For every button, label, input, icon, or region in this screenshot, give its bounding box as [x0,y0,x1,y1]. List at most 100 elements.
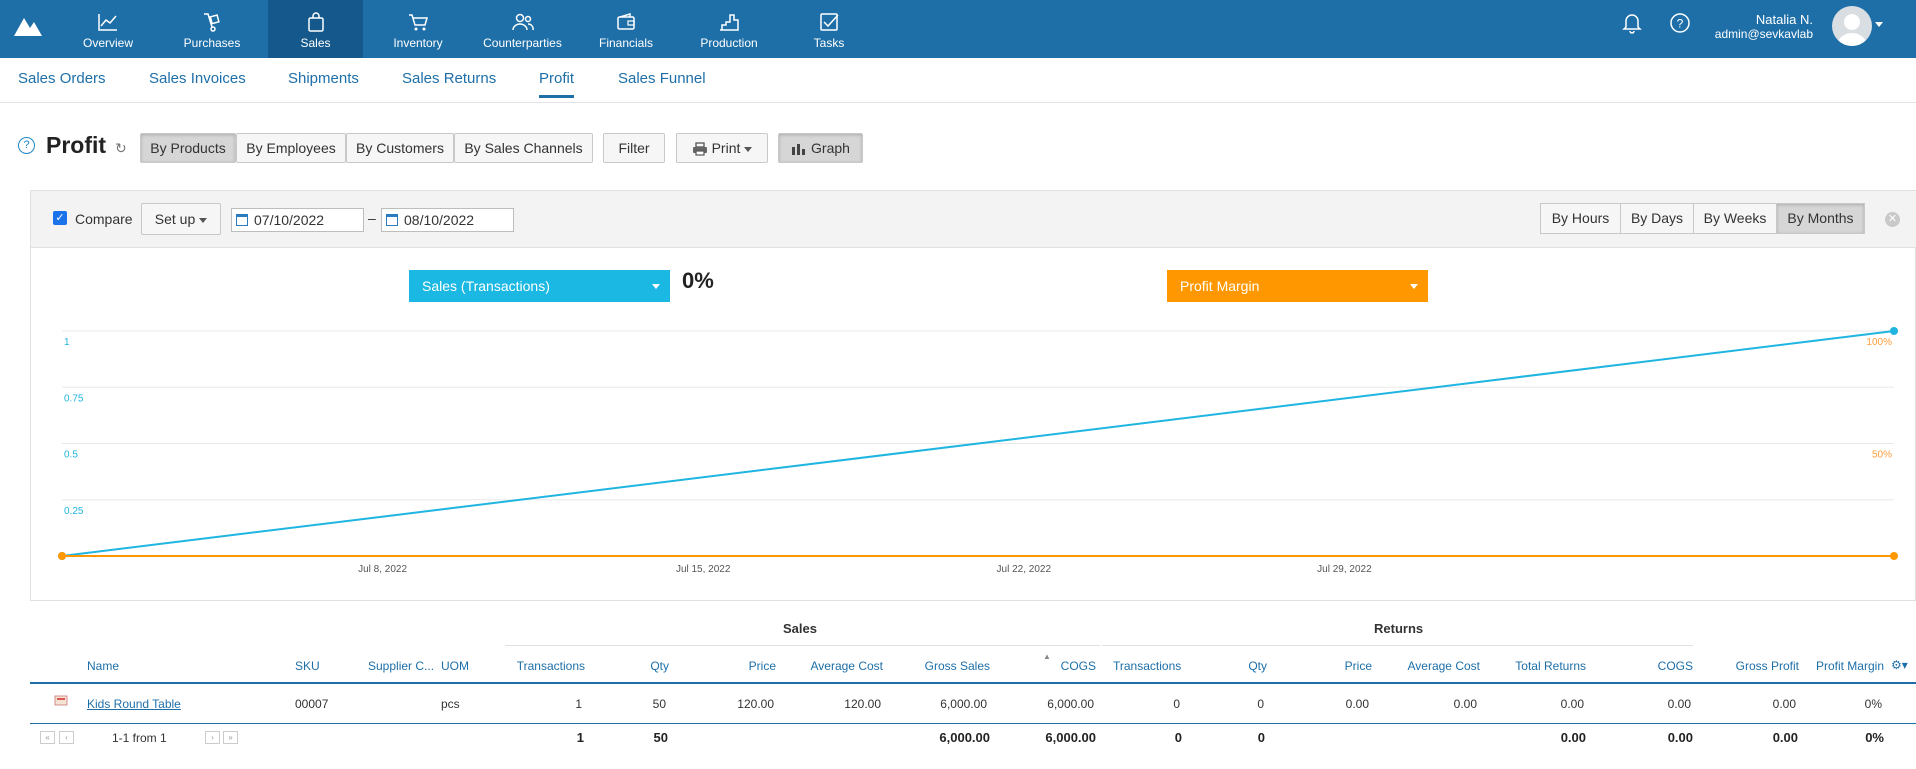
app-logo[interactable] [12,14,44,43]
column-header-uom[interactable]: UOM [441,659,469,673]
compare-checkbox[interactable]: ✓ [53,211,67,225]
nav-purchases[interactable]: Purchases [165,0,259,58]
cell-gross-sales: 6,000.00 [940,697,987,711]
cell-sales-price: 120.00 [737,697,774,711]
column-header-sales-price[interactable]: Price [748,659,776,673]
calendar-icon[interactable] [236,214,248,226]
total-sales-transactions: 1 [576,730,584,745]
total-returns-transactions: 0 [1174,730,1182,745]
nav-tasks[interactable]: Tasks [782,0,876,58]
factory-icon [720,14,739,31]
cell-gross-profit: 0.00 [1772,697,1796,711]
nav-production[interactable]: Production [682,0,776,58]
cart-icon [409,14,428,31]
column-header-profit-margin[interactable]: Profit Margin [1815,659,1884,673]
x-tick-label: Jul 15, 2022 [676,564,731,575]
tab-sales-invoices[interactable]: Sales Invoices [149,70,246,87]
column-header-gross-sales[interactable]: Gross Sales [924,659,990,673]
nav-tasks-label: Tasks [813,36,845,50]
sort-asc-icon[interactable]: ▲ [1043,652,1051,661]
page-title: Profit [46,132,107,158]
divider [1102,645,1693,646]
column-header-returns-qty[interactable]: Qty [1248,659,1267,673]
date-from-input[interactable]: 07/10/2022 [231,208,364,232]
by-products-button[interactable]: By Products [140,133,236,163]
nav-overview[interactable]: Overview [61,0,155,58]
tab-sales-funnel[interactable]: Sales Funnel [618,70,706,87]
sales-group-header: Sales [783,621,817,636]
column-header-supplier-code[interactable]: Supplier C... [368,659,435,673]
column-header-returns-price[interactable]: Price [1344,659,1372,673]
tab-shipments[interactable]: Shipments [288,70,359,87]
product-name-link[interactable]: Kids Round Table [87,697,181,711]
by-sales-channels-button[interactable]: By Sales Channels [454,133,593,163]
x-tick-label: Jul 8, 2022 [358,564,407,575]
column-settings-icon[interactable]: ⚙▾ [1891,658,1908,672]
table-footer-divider [30,723,1916,724]
by-hours-button[interactable]: By Hours [1540,203,1621,234]
setup-dropdown[interactable]: Set up [141,203,221,235]
tab-sales-returns[interactable]: Sales Returns [402,70,497,87]
column-header-sales-cogs[interactable]: COGS [1060,659,1096,673]
chevron-down-icon [652,284,660,289]
nav-production-label: Production [700,36,758,50]
column-header-gross-profit[interactable]: Gross Profit [1735,659,1799,673]
divider [505,645,1100,646]
by-customers-button[interactable]: By Customers [346,133,454,163]
nav-counterparties[interactable]: Counterparties [475,0,570,58]
cell-total-returns: 0.00 [1560,697,1584,711]
calendar-icon[interactable] [386,214,398,226]
question-icon[interactable]: ? [18,137,35,154]
prev-page-button[interactable]: ‹ [59,731,74,744]
column-header-total-returns[interactable]: Total Returns [1515,659,1586,673]
cell-uom: pcs [441,697,460,711]
bell-icon[interactable] [1622,12,1642,39]
close-icon[interactable]: ✕ [1885,212,1900,227]
print-button[interactable]: Print [676,133,768,163]
column-header-name[interactable]: Name [87,659,120,673]
series-point-1 [58,552,66,560]
column-header-sales-qty[interactable]: Qty [650,659,669,673]
user-name: Natalia N. [1755,12,1813,27]
column-header-returns-cogs[interactable]: COGS [1657,659,1693,673]
next-page-button[interactable]: › [205,731,220,744]
y-left-tick-label: 0.5 [64,450,78,461]
column-header-returns-transactions[interactable]: Transactions [1113,659,1182,673]
cell-profit-margin: 0% [1864,697,1882,711]
column-header-sales-transactions[interactable]: Transactions [516,659,585,673]
last-page-button[interactable]: » [223,731,238,744]
nav-inventory[interactable]: Inventory [371,0,465,58]
cell-returns-transactions: 0 [1173,697,1180,711]
svg-text:?: ? [1677,17,1684,31]
cell-returns-cogs: 0.00 [1667,697,1691,711]
returns-group-header: Returns [1374,621,1424,636]
metric-left-label: Sales (Transactions) [422,278,550,294]
metric-left-dropdown[interactable]: Sales (Transactions) [409,270,670,302]
y-right-tick-label: 50% [1872,450,1892,461]
metric-right-dropdown[interactable]: Profit Margin [1167,270,1428,302]
date-separator: – [368,210,376,226]
avatar[interactable] [1832,6,1872,46]
by-employees-button[interactable]: By Employees [236,133,346,163]
nav-financials[interactable]: Financials [579,0,673,58]
cell-returns-average-cost: 0.00 [1453,697,1477,711]
total-total-returns: 0.00 [1560,730,1586,745]
date-to-input[interactable]: 08/10/2022 [381,208,514,232]
metric-left-value: 0% [682,268,714,293]
nav-sales[interactable]: Sales [268,0,363,58]
by-months-button[interactable]: By Months [1776,203,1865,234]
refresh-icon[interactable]: ↻ [115,140,127,156]
help-icon[interactable]: ? [1669,12,1691,39]
column-header-sales-average-cost[interactable]: Average Cost [810,659,884,673]
cell-sku: 00007 [295,697,329,711]
first-page-button[interactable]: « [40,731,55,744]
column-header-sku[interactable]: SKU [295,659,320,673]
metric-right-label: Profit Margin [1180,278,1260,294]
profit-line-chart: 0.25 0.5 0.75 1 50% 100% Jul 8, 2022 Jul 15, 20… [58,327,1898,575]
column-header-returns-average-cost[interactable]: Average Cost [1407,659,1481,673]
chevron-down-icon[interactable] [1875,22,1883,27]
graph-button[interactable]: Graph [778,133,863,163]
tab-sales-orders[interactable]: Sales Orders [18,70,106,87]
filter-button[interactable]: Filter [603,133,665,163]
tab-profit[interactable]: Profit [539,70,575,98]
